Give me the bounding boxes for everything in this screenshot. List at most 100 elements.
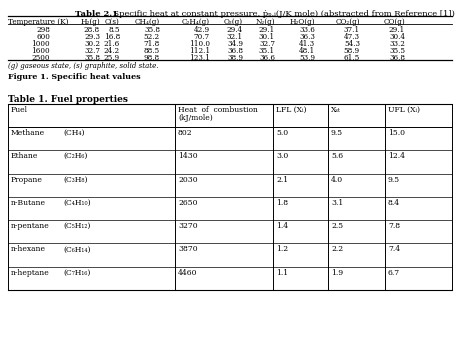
Text: 29.4: 29.4 [226,26,242,34]
Text: 24.2: 24.2 [104,47,120,55]
Text: N₂(g): N₂(g) [255,18,274,26]
Text: 4460: 4460 [178,269,197,277]
Text: 33.2: 33.2 [388,40,404,48]
Text: Table 1. Fuel properties: Table 1. Fuel properties [8,95,128,104]
Text: CO(g): CO(g) [382,18,404,26]
Text: 3870: 3870 [178,245,197,254]
Text: 29.3: 29.3 [84,33,100,41]
Text: 1.2: 1.2 [275,245,287,254]
Text: n-Butane: n-Butane [11,199,46,207]
Text: 29.1: 29.1 [388,26,404,34]
Text: 35.8: 35.8 [144,26,160,34]
Text: 1.8: 1.8 [275,199,287,207]
Text: 34.9: 34.9 [226,40,242,48]
Text: 2.5: 2.5 [330,222,342,230]
Text: 2650: 2650 [178,199,197,207]
Text: H₂(g): H₂(g) [80,18,100,26]
Text: 2.2: 2.2 [330,245,342,254]
Text: 1000: 1000 [31,40,50,48]
Text: (C₂H₆): (C₂H₆) [63,152,87,160]
Text: 5.0: 5.0 [275,129,287,137]
Text: 29.1: 29.1 [258,26,274,34]
Text: 36.8: 36.8 [388,54,404,62]
Text: 12.4: 12.4 [387,152,404,160]
Text: 9.5: 9.5 [387,176,399,184]
Text: 21.6: 21.6 [104,40,120,48]
Text: (CH₄): (CH₄) [63,129,84,137]
Text: 36.3: 36.3 [298,33,314,41]
Text: (C₆H₁₄): (C₆H₁₄) [63,245,90,254]
Text: 1.9: 1.9 [330,269,342,277]
Text: Temperature (K): Temperature (K) [8,18,68,26]
Text: 88.5: 88.5 [144,47,160,55]
Text: 35.5: 35.5 [388,47,404,55]
Text: Table 2.1: Table 2.1 [75,10,118,18]
Text: 2500: 2500 [31,54,50,62]
Text: 71.8: 71.8 [143,40,160,48]
Text: 123.1: 123.1 [189,54,210,62]
Text: Propane: Propane [11,176,43,184]
Text: (C₄H₁₀): (C₄H₁₀) [63,199,90,207]
Text: 32.7: 32.7 [258,40,274,48]
Text: CH₄(g): CH₄(g) [134,18,160,26]
Text: 8.5: 8.5 [108,26,120,34]
Text: 28.8: 28.8 [84,26,100,34]
Text: H₂O(g): H₂O(g) [289,18,314,26]
Text: 47.3: 47.3 [343,33,359,41]
Text: Specific heat at constant pressure, ṗₚ,ᵢ(J/K mole) (abstracted from Reference [1: Specific heat at constant pressure, ṗₚ,ᵢ… [108,10,454,18]
Text: 15.0: 15.0 [387,129,404,137]
Text: 52.2: 52.2 [144,33,160,41]
Text: 48.1: 48.1 [298,47,314,55]
Text: 802: 802 [178,129,192,137]
Text: n-pentane: n-pentane [11,222,50,230]
Text: (kJ/mole): (kJ/mole) [178,114,212,122]
Text: 3.0: 3.0 [275,152,288,160]
Text: 35.1: 35.1 [258,47,274,55]
Text: 32.1: 32.1 [226,33,242,41]
Text: 30.2: 30.2 [84,40,100,48]
Text: Ethane: Ethane [11,152,38,160]
Text: (C₅H₁₂): (C₅H₁₂) [63,222,90,230]
Text: 7.8: 7.8 [387,222,399,230]
Text: 41.3: 41.3 [298,40,314,48]
Text: 35.8: 35.8 [84,54,100,62]
Text: 2030: 2030 [178,176,197,184]
Text: 42.9: 42.9 [193,26,210,34]
Text: 6.7: 6.7 [387,269,399,277]
Text: 54.3: 54.3 [343,40,359,48]
Text: n-hexane: n-hexane [11,245,46,254]
Text: 3.1: 3.1 [330,199,342,207]
Text: 36.8: 36.8 [226,47,242,55]
Text: 32.7: 32.7 [84,47,100,55]
Text: 9.5: 9.5 [330,129,342,137]
Text: 70.7: 70.7 [193,33,210,41]
Text: Fuel: Fuel [11,106,28,114]
Text: 7.4: 7.4 [387,245,399,254]
Text: Figure 1. Specific heat values: Figure 1. Specific heat values [8,73,140,81]
Text: 3270: 3270 [178,222,197,230]
Text: 98.8: 98.8 [144,54,160,62]
Text: 600: 600 [36,33,50,41]
Text: C(s): C(s) [105,18,120,26]
Text: 58.9: 58.9 [343,47,359,55]
Text: 8.4: 8.4 [387,199,399,207]
Text: 1.1: 1.1 [275,269,287,277]
Text: 1.4: 1.4 [275,222,287,230]
Text: 2.1: 2.1 [275,176,287,184]
Text: 36.6: 36.6 [258,54,274,62]
Text: 5.6: 5.6 [330,152,342,160]
Text: 16.8: 16.8 [104,33,120,41]
Text: 38.9: 38.9 [226,54,242,62]
Text: 61.5: 61.5 [343,54,359,62]
Text: 1600: 1600 [31,47,50,55]
Text: Methane: Methane [11,129,45,137]
Text: Heat  of  combustion: Heat of combustion [178,106,257,114]
Text: 298: 298 [36,26,50,34]
Text: 37.1: 37.1 [343,26,359,34]
Text: 25.9: 25.9 [104,54,120,62]
Text: O₂(g): O₂(g) [224,18,242,26]
Text: Xₛₜ: Xₛₜ [330,106,340,114]
Text: CO₂(g): CO₂(g) [335,18,359,26]
Text: n-heptane: n-heptane [11,269,50,277]
Text: 33.6: 33.6 [298,26,314,34]
